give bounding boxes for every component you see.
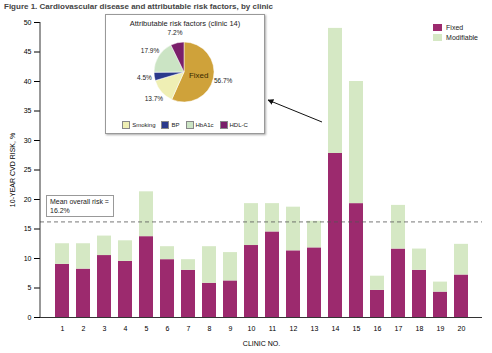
svg-text:6: 6 bbox=[166, 325, 170, 332]
svg-text:13: 13 bbox=[311, 325, 319, 332]
svg-text:13.7%: 13.7% bbox=[145, 95, 164, 102]
html-text:Attributable risk factors (cli: Attributable risk factors (clinic 14) bbox=[129, 19, 241, 28]
svg-text:4.5%: 4.5% bbox=[137, 74, 152, 81]
svg-text:8: 8 bbox=[208, 325, 212, 332]
html-text:HbA1c: HbA1c bbox=[195, 122, 214, 128]
svg-text:18: 18 bbox=[416, 325, 424, 332]
html-text:Smoking: Smoking bbox=[132, 122, 156, 128]
svg-text:7.2%: 7.2% bbox=[168, 29, 183, 36]
svg-text:15: 15 bbox=[353, 325, 361, 332]
svg-text:25: 25 bbox=[24, 166, 32, 173]
svg-text:10: 10 bbox=[24, 255, 32, 262]
html-text:Mean overall risk = 16.2%: Mean overall risk = 16.2% bbox=[50, 198, 109, 214]
svg-text:5: 5 bbox=[28, 284, 32, 291]
svg-text:9: 9 bbox=[229, 325, 233, 332]
svg-text:30: 30 bbox=[24, 137, 32, 144]
svg-text:40: 40 bbox=[24, 78, 32, 85]
svg-text:16: 16 bbox=[374, 325, 382, 332]
svg-text:7: 7 bbox=[187, 325, 191, 332]
html-text:BP: BP bbox=[171, 122, 180, 128]
svg-text:12: 12 bbox=[290, 325, 298, 332]
svg-text:10: 10 bbox=[248, 325, 256, 332]
svg-text:15: 15 bbox=[24, 225, 32, 232]
svg-text:45: 45 bbox=[24, 48, 32, 55]
svg-text:2: 2 bbox=[82, 325, 86, 332]
svg-text:4: 4 bbox=[124, 325, 128, 332]
svg-text:Fixed: Fixed bbox=[189, 71, 209, 80]
svg-text:17.9%: 17.9% bbox=[141, 47, 160, 54]
svg-text:20: 20 bbox=[458, 325, 466, 332]
svg-text:19: 19 bbox=[437, 325, 445, 332]
html-text:Fixed: Fixed bbox=[446, 24, 464, 31]
svg-text:10-YEAR CVD RISK, %: 10-YEAR CVD RISK, % bbox=[9, 133, 16, 207]
svg-text:50: 50 bbox=[24, 19, 32, 26]
svg-text:35: 35 bbox=[24, 107, 32, 114]
svg-text:56.7%: 56.7% bbox=[214, 77, 233, 84]
html-text:HDL-C: HDL-C bbox=[229, 122, 248, 128]
svg-text:20: 20 bbox=[24, 196, 32, 203]
svg-text:17: 17 bbox=[395, 325, 403, 332]
svg-text:11: 11 bbox=[269, 325, 276, 332]
html-text:Figure 1. Cardiovascular disea: Figure 1. Cardiovascular disease and att… bbox=[4, 2, 273, 11]
svg-text:0: 0 bbox=[28, 314, 32, 321]
svg-text:3: 3 bbox=[103, 325, 107, 332]
svg-text:CLINIC NO.: CLINIC NO. bbox=[243, 340, 280, 347]
svg-text:1: 1 bbox=[61, 325, 65, 332]
html-text:Modifiable: Modifiable bbox=[446, 34, 478, 41]
svg-text:5: 5 bbox=[145, 325, 149, 332]
svg-text:14: 14 bbox=[332, 325, 340, 332]
